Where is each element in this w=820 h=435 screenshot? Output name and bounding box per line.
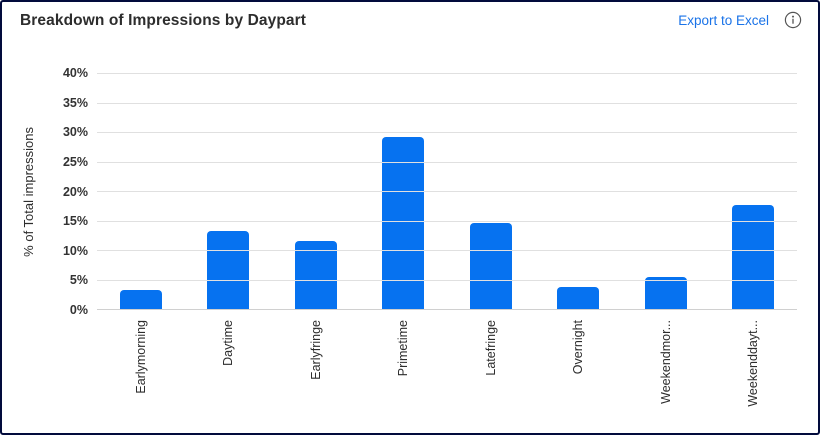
y-tick-label: 15% [62, 214, 88, 229]
y-tick-label: 0% [69, 303, 88, 317]
gridline [97, 220, 797, 222]
bar-slot [97, 73, 185, 309]
x-tick-label: Latefringe [483, 320, 498, 376]
y-tick-label: 30% [62, 125, 88, 140]
y-axis-ticks: 40% 35% 30% 25% 20% 15% 10% 5% 0% [2, 2, 88, 433]
x-label-slot: Daytime [185, 316, 273, 428]
y-tick-label: 35% [62, 95, 88, 110]
bar-slot [185, 73, 273, 309]
x-tick-label: Overnight [571, 320, 586, 375]
bar-earlymorning[interactable] [119, 290, 162, 309]
bar-weekenddayt[interactable] [732, 205, 775, 309]
x-label-slot: Overnight [535, 316, 623, 428]
gridline [97, 279, 797, 281]
chart-title: Breakdown of Impressions by Daypart [20, 12, 307, 29]
bar-slot [447, 73, 535, 309]
x-tick-label: Earlymorning [133, 320, 148, 394]
gridline [97, 191, 797, 192]
bar-overnight[interactable] [557, 286, 600, 309]
gridline [97, 73, 797, 74]
x-label-slot: Earlyfringe [272, 316, 360, 428]
x-tick-label: Daytime [221, 320, 236, 366]
bar-primetime[interactable] [382, 136, 425, 309]
x-tick-label: Weekendmor... [658, 320, 673, 404]
bar-weekendmor[interactable] [644, 277, 687, 309]
header-actions: Export to Excel [678, 11, 802, 29]
info-circle-icon[interactable] [784, 11, 802, 29]
y-tick-label: 5% [69, 273, 88, 288]
x-label-slot: Earlymorning [97, 316, 185, 428]
x-label-slot: Latefringe [447, 316, 535, 428]
bar-earlyfringe[interactable] [294, 241, 337, 309]
bar-slot [535, 73, 623, 309]
gridline [97, 102, 797, 104]
bar-slot [622, 73, 710, 309]
bar-slot [272, 73, 360, 309]
bar-latefringe[interactable] [469, 222, 512, 309]
x-tick-label: Weekenddayt... [746, 320, 761, 407]
x-label-slot: Primetime [360, 316, 448, 428]
y-tick-label: 25% [62, 154, 88, 169]
x-tick-label: Primetime [396, 320, 411, 377]
x-axis-labels: Earlymorning Daytime Earlyfringe Primetime L… [97, 316, 797, 428]
gridline [97, 250, 797, 251]
export-to-excel-link[interactable]: Export to Excel [678, 12, 769, 28]
y-tick-label: 40% [62, 66, 88, 80]
bar-daytime[interactable] [207, 230, 250, 309]
x-label-slot: Weekendmor... [622, 316, 710, 428]
x-label-slot: Weekenddayt... [710, 316, 798, 428]
y-tick-label: 10% [62, 243, 88, 258]
gridline [97, 161, 797, 163]
y-tick-label: 20% [62, 184, 88, 199]
gridline [97, 132, 797, 133]
card-header: Breakdown of Impressions by Daypart Expo… [2, 2, 818, 42]
x-tick-label: Earlyfringe [308, 320, 323, 380]
bar-slot [710, 73, 798, 309]
plot-area [97, 73, 797, 310]
